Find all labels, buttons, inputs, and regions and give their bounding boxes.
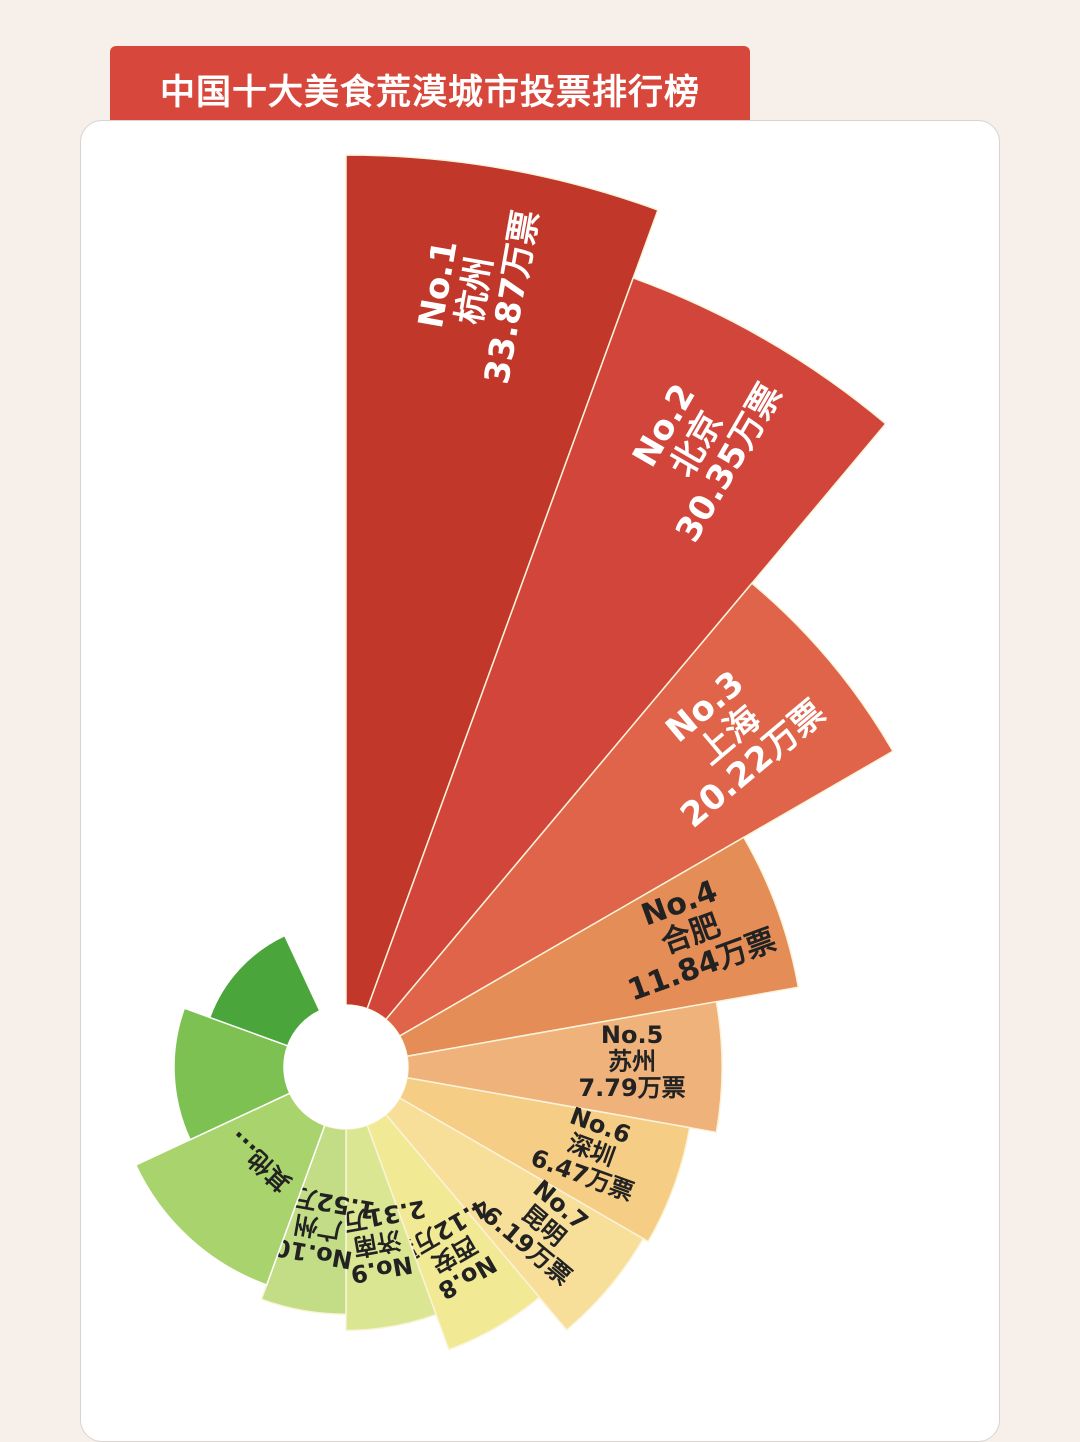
sector-6: [398, 1076, 691, 1243]
title-banner: 中国十大美食荒漠城市投票排行榜: [110, 46, 750, 130]
chart-title: 中国十大美食荒漠城市投票排行榜: [159, 73, 700, 113]
rose-chart: No.1杭州33.87万票No.2北京30.35万票No.3上海20.22万票N…: [134, 154, 894, 1351]
sector-label-7: No.7昆明6.19万票: [477, 1160, 611, 1291]
sector-label-5: No.5 苏州 7.79万票: [578, 1021, 685, 1102]
center-hole: [284, 1005, 408, 1129]
rose-sectors: No.1杭州33.87万票No.2北京30.35万票No.3上海20.22万票N…: [134, 154, 894, 1351]
